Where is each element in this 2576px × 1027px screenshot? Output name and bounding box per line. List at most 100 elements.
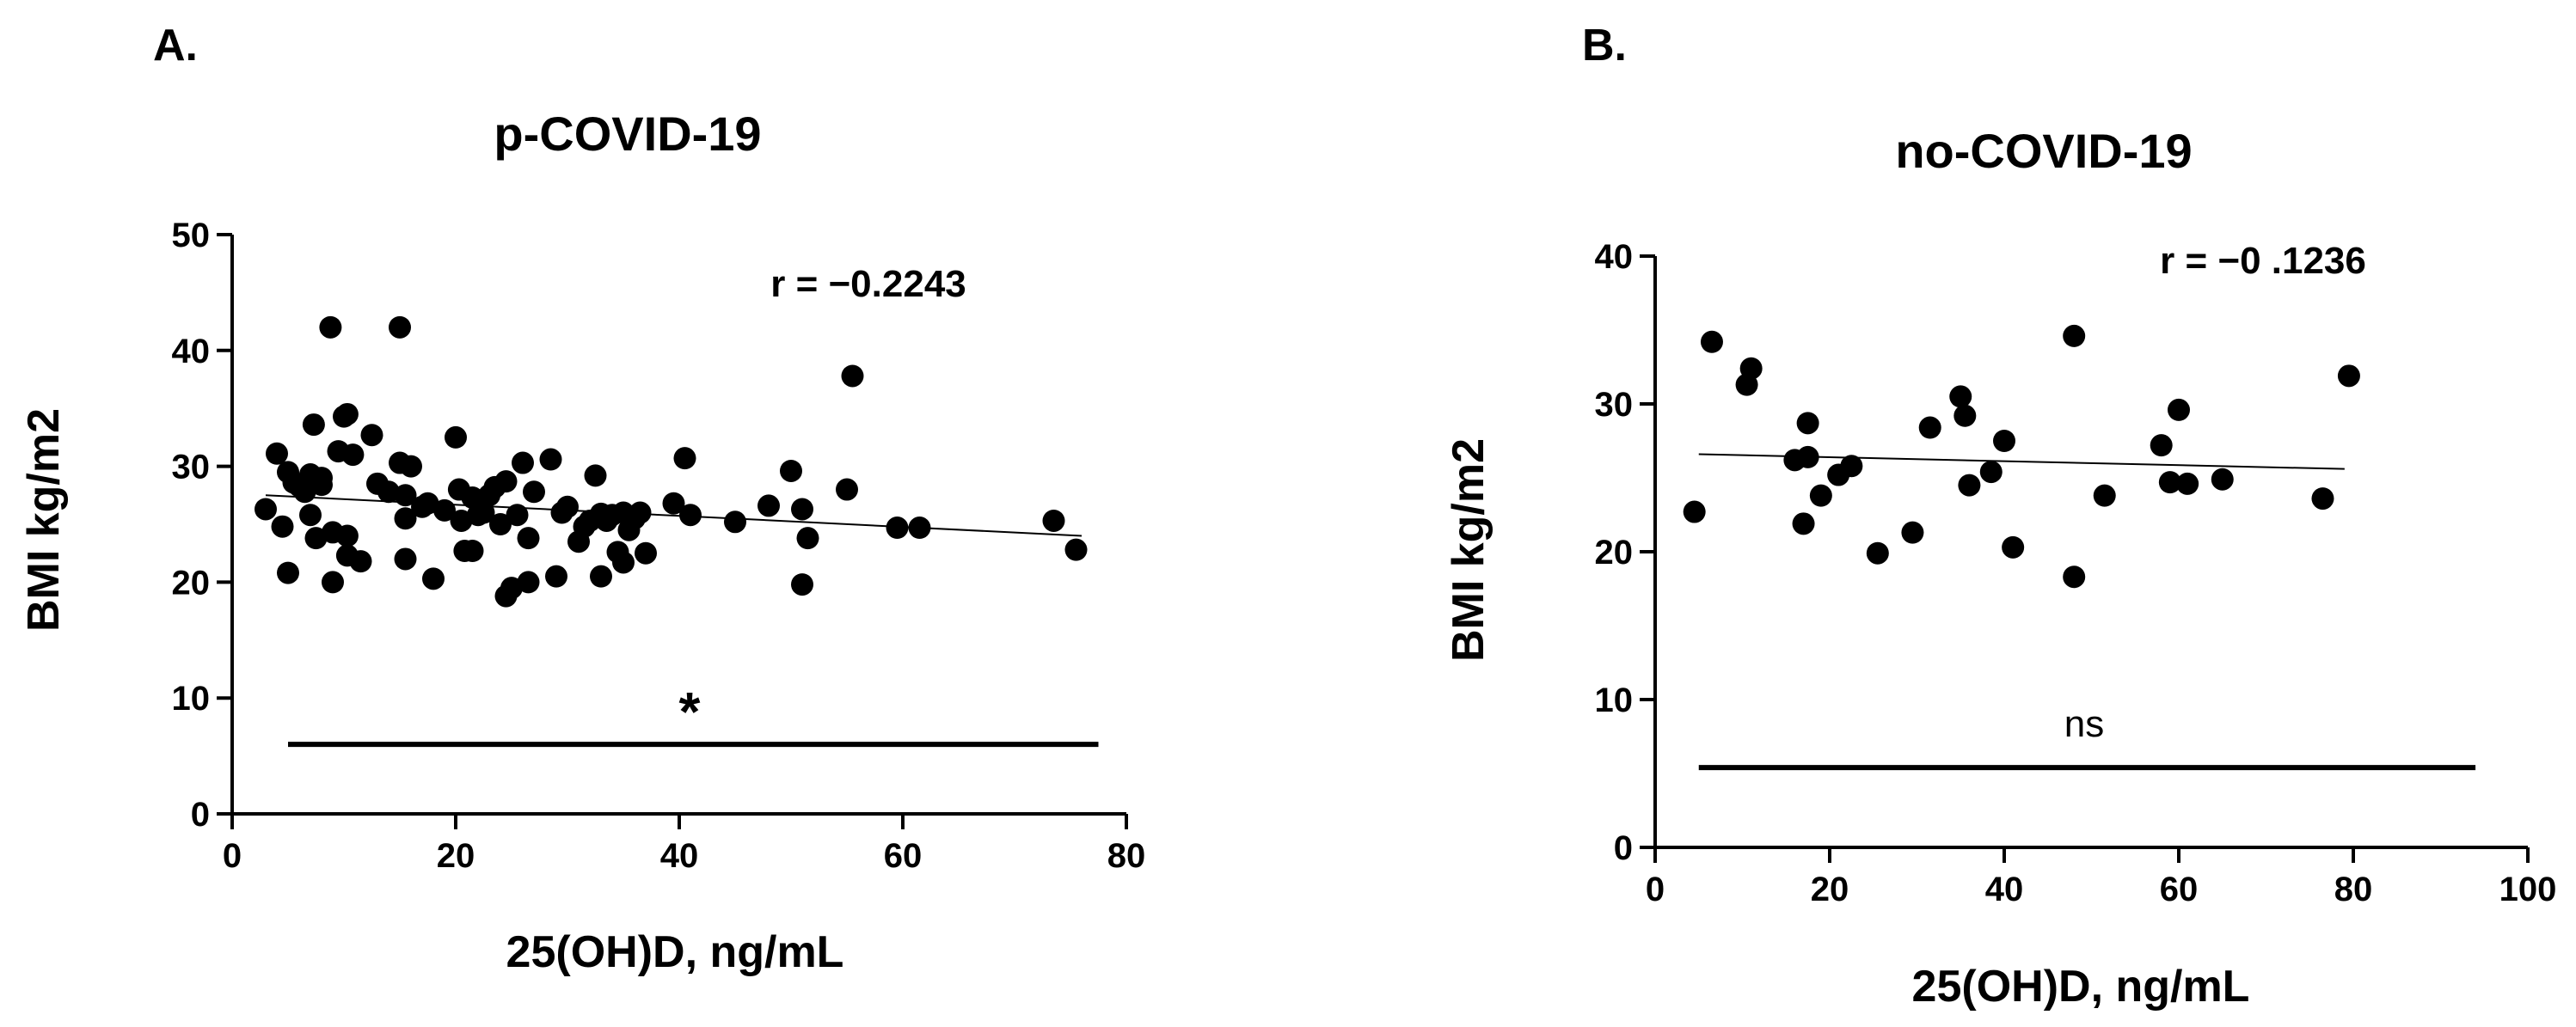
panel-a-data-point: [293, 480, 316, 504]
panel-a-data-point: [500, 577, 523, 600]
panel-b-y-tick-label: 0: [1614, 829, 1633, 867]
panel-a-data-point: [271, 515, 294, 538]
panel-a-data-point: [523, 480, 545, 504]
panel-a-data-point: [394, 484, 417, 507]
panel-a-data-point: [506, 504, 529, 527]
panel-b-data-point: [1796, 445, 1819, 468]
panel-b-data-point: [1901, 521, 1924, 544]
panel-a-data-point: [556, 495, 579, 518]
panel-a-y-tick-label: 0: [191, 796, 210, 834]
panel-b-data-point: [2168, 398, 2190, 421]
panel-a-data-point: [1042, 509, 1065, 532]
panel-a-data-point: [389, 315, 411, 339]
panel-b-y-tick-label: 20: [1595, 534, 1634, 572]
panel-a-data-point: [512, 451, 534, 474]
panel-a-data-point: [1064, 538, 1088, 561]
panel-a-data-point: [394, 547, 417, 571]
panel-b-data-point: [1918, 416, 1941, 439]
panel-a-data-point: [450, 509, 473, 532]
panel-a-significance-label: *: [679, 681, 701, 743]
panel-a-data-point: [394, 507, 417, 530]
panel-b-letter: B.: [1582, 21, 1627, 70]
panel-a-data-point: [302, 413, 325, 437]
panel-b-data-point: [1866, 541, 1889, 565]
panel-a-x-tick-label: 40: [660, 837, 699, 875]
panel-b-data-point: [2311, 487, 2334, 510]
panel-b-data-point: [2093, 484, 2116, 507]
panel-a-data-point: [590, 565, 612, 588]
panel-b-x-axis-label: 25(OH)D, ng/mL: [1912, 962, 2250, 1012]
panel-b-data-point: [2063, 565, 2086, 589]
panel-a-data-point: [360, 424, 383, 447]
panel-b-data-point: [1683, 500, 1706, 523]
panel-b-y-tick-label: 10: [1595, 682, 1634, 719]
panel-a-data-point: [836, 478, 858, 501]
panel-a-title: p-COVID-19: [494, 107, 761, 161]
panel-b-data-point: [2158, 471, 2181, 494]
panel-a-data-point: [629, 501, 652, 524]
panel-a-y-tick-label: 50: [172, 217, 211, 254]
panel-b-data-point: [1809, 484, 1832, 507]
panel-b-data-point: [1958, 474, 1981, 497]
panel-a-letter: A.: [153, 21, 198, 70]
panel-b-x-tick-label: 60: [2160, 871, 2199, 908]
panel-b-data-point: [2176, 472, 2199, 495]
panel-b-data-point: [2002, 535, 2025, 559]
panel-a-data-point: [886, 517, 909, 540]
panel-a-data-point: [791, 573, 813, 596]
panel-b-correlation-label: r = −0 .1236: [2160, 240, 2366, 282]
panel-a-data-point: [673, 447, 696, 470]
panel-a-data-point: [584, 464, 607, 487]
panel-a: A. p-COVID-19 r = −0.2243 25(OH)D, ng/mL…: [19, 21, 1145, 977]
panel-b-data-point: [2063, 324, 2086, 347]
panel-a-correlation-label: r = −0.2243: [770, 263, 966, 305]
panel-a-data-point: [472, 501, 495, 524]
panel-a-data-point: [494, 470, 518, 493]
panel-b-data-point: [1979, 461, 2003, 484]
panel-b-x-tick-label: 100: [2499, 871, 2557, 908]
panel-a-x-tick-label: 60: [884, 837, 923, 875]
panel-b-plot: 0 20 40 60 80 100 0 10 20 30 40: [1595, 238, 2557, 908]
panel-a-data-point: [791, 498, 813, 521]
panel-a-data-point: [679, 504, 702, 527]
panel-b-x-tick-label: 80: [2334, 871, 2373, 908]
panel-b-x-tick-label: 40: [1985, 871, 2024, 908]
panel-a-data-point: [517, 571, 540, 594]
panel-b-y-tick-label: 40: [1595, 238, 1634, 276]
panel-a-plot: 0 20 40 60 80 0 10 20 30 40 50: [172, 217, 1146, 875]
panel-a-data-point: [433, 498, 456, 522]
panel-b-x-tick-label: 0: [1646, 871, 1665, 908]
panel-a-data-point: [757, 494, 780, 517]
panel-a-data-point: [635, 541, 657, 565]
panel-a-data-point: [517, 527, 540, 550]
panel-b-data-point: [1796, 412, 1819, 435]
panel-a-data-point: [422, 567, 445, 590]
panel-a-data-point: [335, 524, 359, 547]
panel-b-y-axis-label: BMI kg/m2: [1444, 438, 1493, 662]
panel-a-data-point: [416, 492, 439, 515]
panel-b-data-point: [1993, 430, 2015, 452]
panel-a-data-point: [612, 551, 635, 574]
panel-a-data-point: [349, 550, 372, 573]
panel-a-data-point: [908, 517, 931, 540]
panel-a-data-point: [255, 498, 277, 521]
panel-a-data-point: [277, 561, 299, 584]
panel-a-data-point: [796, 527, 819, 550]
panel-a-data-point: [322, 571, 344, 594]
panel-a-y-tick-label: 40: [172, 333, 211, 370]
panel-b-data-point: [2337, 364, 2360, 388]
panel-b-data-point: [1949, 385, 1972, 408]
panel-b-data-point: [1953, 404, 1977, 427]
panel-a-y-axis-label: BMI kg/m2: [19, 408, 69, 632]
panel-b-data-point: [1840, 455, 1863, 478]
panel-a-data-point: [539, 448, 562, 471]
panel-a-data-point: [310, 474, 333, 497]
panel-b-x-tick-label: 20: [1811, 871, 1849, 908]
panel-a-x-tick-label: 0: [223, 837, 242, 875]
panel-a-x-tick-label: 20: [437, 837, 475, 875]
panel-a-data-point: [545, 565, 567, 588]
panel-a-data-point: [400, 455, 422, 478]
panel-a-data-point: [341, 443, 365, 467]
panel-b-significance-label: ns: [2064, 703, 2104, 745]
